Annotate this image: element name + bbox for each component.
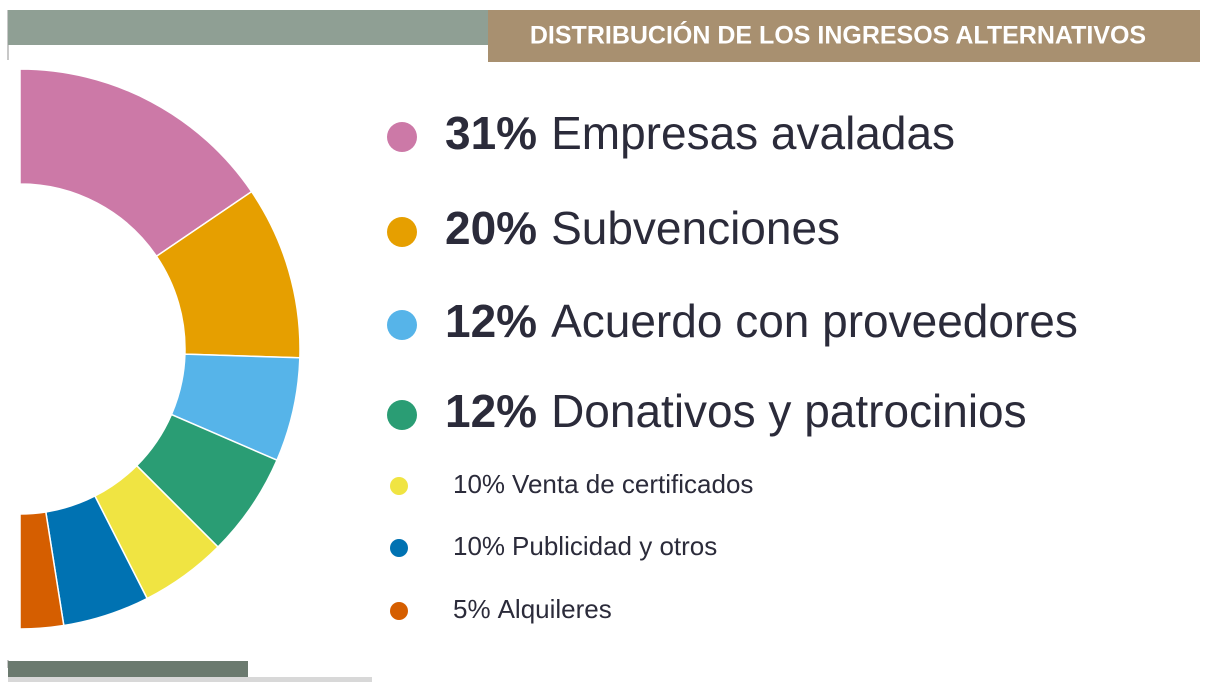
legend-value: 31% bbox=[445, 107, 537, 159]
left-mask bbox=[0, 60, 19, 660]
legend-swatch bbox=[387, 122, 417, 152]
legend-swatch bbox=[387, 400, 417, 430]
title-box bbox=[488, 10, 1200, 62]
bottom-bar bbox=[8, 661, 248, 677]
legend-entry: 12% Donativos y patrocinios bbox=[445, 385, 1027, 437]
legend-swatch bbox=[387, 217, 417, 247]
legend-label: Alquileres bbox=[498, 594, 612, 624]
legend-value: 20% bbox=[445, 202, 537, 254]
chart-title: DISTRIBUCIÓN DE LOS INGRESOS ALTERNATIVO… bbox=[530, 20, 1146, 50]
legend-entry: 31% Empresas avaladas bbox=[445, 107, 955, 159]
donut-segment bbox=[19, 511, 65, 630]
donut bbox=[19, 68, 301, 630]
legend-label: Venta de certificados bbox=[512, 469, 753, 499]
legend-label: Subvenciones bbox=[551, 202, 840, 254]
legend-swatch bbox=[387, 310, 417, 340]
legend-entry: 10% Publicidad y otros bbox=[453, 531, 717, 561]
legend-entry: 20% Subvenciones bbox=[445, 202, 840, 254]
legend-value: 10% bbox=[453, 469, 505, 499]
legend-entry: 12% Acuerdo con proveedores bbox=[445, 295, 1078, 347]
legend-value: 5% bbox=[453, 594, 491, 624]
legend: 31% Empresas avaladas 20% Subvenciones 12% Ac… bbox=[387, 107, 1078, 624]
legend-label: Donativos y patrocinios bbox=[551, 385, 1027, 437]
legend-label: Acuerdo con proveedores bbox=[551, 295, 1078, 347]
top-bar bbox=[8, 10, 490, 45]
legend-value: 12% bbox=[445, 295, 537, 347]
bottom-line bbox=[8, 677, 372, 682]
legend-label: Empresas avaladas bbox=[551, 107, 955, 159]
legend-swatch bbox=[390, 477, 408, 495]
legend-swatch bbox=[390, 539, 408, 557]
legend-value: 12% bbox=[445, 385, 537, 437]
legend-swatch bbox=[390, 602, 408, 620]
legend-value: 10% bbox=[453, 531, 505, 561]
legend-entry: 10% Venta de certificados bbox=[453, 469, 753, 499]
legend-entry: 5% Alquileres bbox=[453, 594, 612, 624]
legend-label: Publicidad y otros bbox=[512, 531, 717, 561]
